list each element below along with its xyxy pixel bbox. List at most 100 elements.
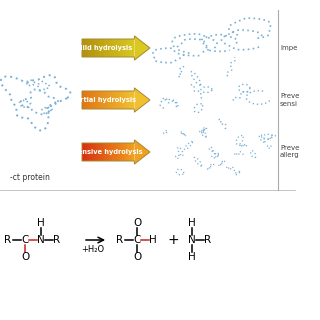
Polygon shape	[98, 143, 99, 161]
Polygon shape	[130, 91, 131, 109]
Polygon shape	[85, 143, 86, 161]
Polygon shape	[105, 91, 106, 109]
Polygon shape	[100, 39, 101, 57]
Polygon shape	[118, 143, 119, 161]
Polygon shape	[116, 143, 118, 161]
Polygon shape	[133, 91, 134, 109]
Polygon shape	[102, 39, 103, 57]
Polygon shape	[119, 39, 120, 57]
Polygon shape	[133, 39, 134, 57]
Polygon shape	[126, 91, 127, 109]
Polygon shape	[93, 39, 95, 57]
Polygon shape	[103, 91, 104, 109]
Polygon shape	[107, 143, 108, 161]
Text: H: H	[188, 218, 196, 228]
Text: N: N	[37, 235, 45, 245]
Polygon shape	[132, 143, 133, 161]
Polygon shape	[129, 143, 130, 161]
Polygon shape	[99, 143, 100, 161]
Polygon shape	[118, 91, 119, 109]
Text: +: +	[167, 233, 179, 247]
Polygon shape	[103, 39, 104, 57]
Polygon shape	[88, 39, 89, 57]
Polygon shape	[132, 39, 133, 57]
Polygon shape	[119, 143, 120, 161]
Polygon shape	[109, 39, 110, 57]
Polygon shape	[96, 91, 97, 109]
Polygon shape	[131, 143, 132, 161]
Polygon shape	[88, 143, 89, 161]
Text: Preve
allerg: Preve allerg	[280, 146, 300, 158]
Polygon shape	[131, 39, 132, 57]
Polygon shape	[87, 91, 88, 109]
Text: Impe: Impe	[280, 45, 297, 51]
Polygon shape	[107, 39, 108, 57]
Polygon shape	[134, 88, 150, 112]
Text: H: H	[149, 235, 157, 245]
Text: Preve
sensi: Preve sensi	[280, 93, 300, 107]
Polygon shape	[86, 143, 87, 161]
Polygon shape	[112, 91, 113, 109]
Polygon shape	[115, 91, 116, 109]
Polygon shape	[96, 143, 97, 161]
Polygon shape	[131, 91, 132, 109]
Polygon shape	[92, 39, 93, 57]
Polygon shape	[90, 143, 92, 161]
Polygon shape	[120, 143, 121, 161]
Polygon shape	[125, 39, 126, 57]
Polygon shape	[104, 143, 105, 161]
Text: R: R	[53, 235, 60, 245]
Polygon shape	[124, 143, 125, 161]
Polygon shape	[128, 91, 129, 109]
Polygon shape	[127, 143, 128, 161]
Polygon shape	[125, 143, 126, 161]
Text: O: O	[133, 252, 141, 262]
Polygon shape	[113, 91, 115, 109]
Text: H: H	[37, 218, 45, 228]
Polygon shape	[110, 39, 111, 57]
Polygon shape	[134, 36, 150, 60]
Polygon shape	[108, 39, 109, 57]
Polygon shape	[120, 39, 121, 57]
Polygon shape	[99, 39, 100, 57]
Polygon shape	[128, 39, 129, 57]
Polygon shape	[85, 39, 86, 57]
Polygon shape	[127, 39, 128, 57]
Polygon shape	[84, 143, 85, 161]
Polygon shape	[104, 39, 105, 57]
Text: -ct protein: -ct protein	[10, 173, 50, 182]
Polygon shape	[109, 143, 110, 161]
Polygon shape	[124, 39, 125, 57]
Text: Partial hydrolysis: Partial hydrolysis	[71, 97, 137, 103]
Polygon shape	[128, 143, 129, 161]
Text: C: C	[133, 235, 141, 245]
Polygon shape	[107, 91, 108, 109]
Polygon shape	[116, 39, 118, 57]
Polygon shape	[97, 143, 98, 161]
Polygon shape	[99, 91, 100, 109]
Polygon shape	[103, 143, 104, 161]
Polygon shape	[102, 91, 103, 109]
Polygon shape	[92, 143, 93, 161]
Polygon shape	[122, 39, 123, 57]
Text: +H₂O: +H₂O	[81, 244, 105, 253]
Polygon shape	[89, 143, 90, 161]
Polygon shape	[97, 91, 98, 109]
Polygon shape	[89, 91, 90, 109]
Polygon shape	[113, 143, 115, 161]
Polygon shape	[129, 91, 130, 109]
Polygon shape	[121, 91, 122, 109]
Polygon shape	[82, 91, 83, 109]
Polygon shape	[119, 91, 120, 109]
Text: R: R	[116, 235, 124, 245]
Polygon shape	[106, 143, 107, 161]
Polygon shape	[132, 91, 133, 109]
Polygon shape	[89, 39, 90, 57]
Polygon shape	[123, 143, 124, 161]
Polygon shape	[124, 91, 125, 109]
Polygon shape	[113, 39, 115, 57]
Polygon shape	[122, 143, 123, 161]
Polygon shape	[92, 91, 93, 109]
Polygon shape	[93, 143, 95, 161]
Polygon shape	[126, 143, 127, 161]
